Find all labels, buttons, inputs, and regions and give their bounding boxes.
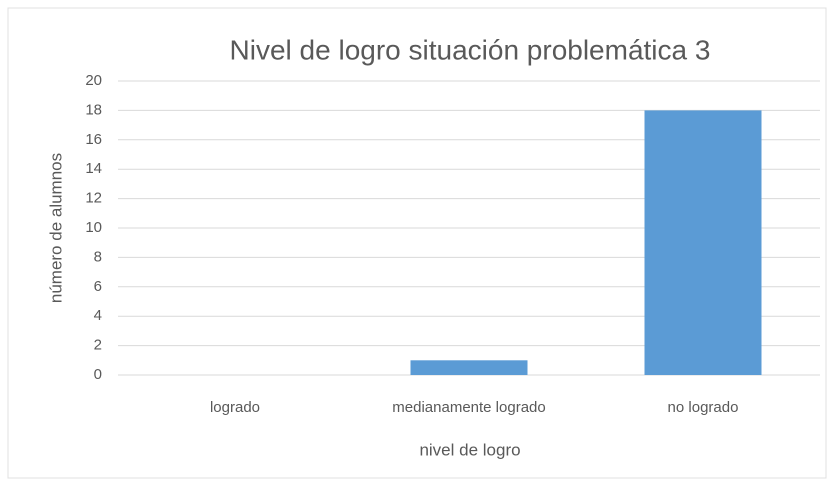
y-axis-title: número de alumnos bbox=[46, 153, 65, 303]
x-tick-label: no logrado bbox=[668, 399, 739, 416]
y-tick-label: 6 bbox=[94, 278, 102, 295]
y-tick-label: 8 bbox=[94, 248, 102, 265]
bar bbox=[644, 110, 762, 376]
chart-title: Nivel de logro situación problemática 3 bbox=[230, 34, 711, 65]
x-tick-label: logrado bbox=[210, 399, 260, 416]
x-axis-title: nivel de logro bbox=[419, 440, 520, 459]
y-tick-label: 10 bbox=[85, 219, 102, 236]
y-tick-label: 2 bbox=[94, 337, 102, 354]
y-tick-label: 18 bbox=[85, 101, 102, 118]
y-tick-label: 0 bbox=[94, 366, 102, 383]
x-tick-label: medianamente logrado bbox=[392, 399, 545, 416]
y-tick-label: 20 bbox=[85, 72, 102, 89]
bar bbox=[410, 360, 528, 375]
y-tick-label: 12 bbox=[85, 190, 102, 207]
y-tick-label: 4 bbox=[94, 307, 102, 324]
y-tick-label: 16 bbox=[85, 131, 102, 148]
y-tick-label: 14 bbox=[85, 160, 102, 177]
